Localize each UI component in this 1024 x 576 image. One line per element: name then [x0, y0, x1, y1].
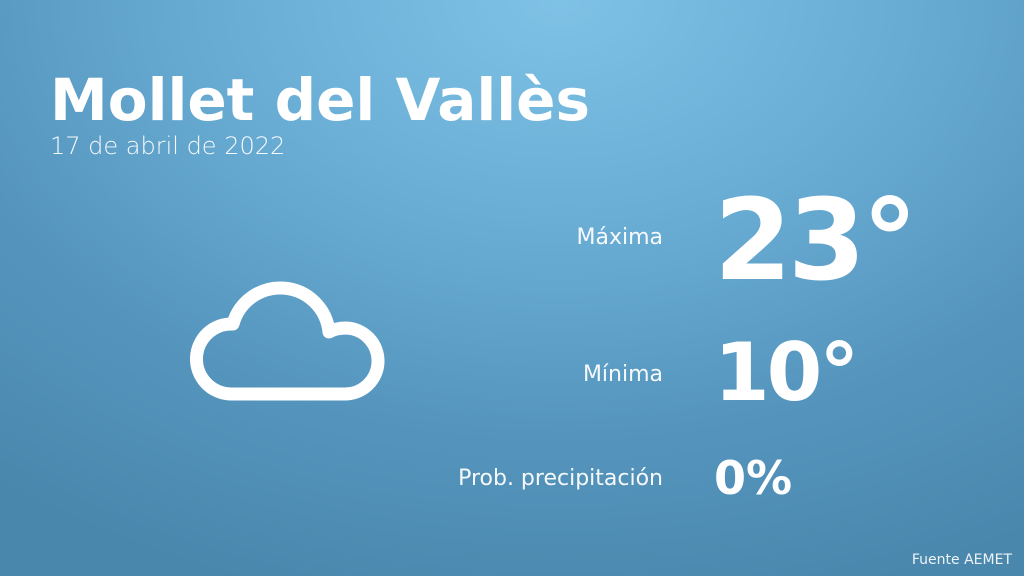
precip-value: 0% — [714, 451, 793, 505]
max-temp-value: 23° — [714, 176, 918, 306]
precip-label: Prob. precipitación — [458, 466, 663, 491]
source-credit: Fuente AEMET — [911, 552, 1012, 568]
max-temp-label: Máxima — [576, 225, 663, 250]
min-temp-label: Mínima — [582, 362, 663, 387]
cloud-icon — [189, 281, 385, 401]
location-title: Mollet del Vallès — [50, 66, 590, 134]
forecast-date: 17 de abril de 2022 — [50, 132, 286, 160]
min-temp-value: 10° — [714, 326, 859, 419]
